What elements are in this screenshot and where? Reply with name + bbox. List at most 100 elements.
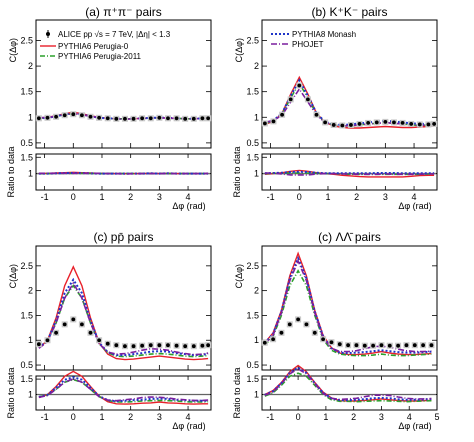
data-point bbox=[114, 343, 119, 348]
data-point bbox=[346, 343, 351, 348]
series-perugia0 bbox=[264, 75, 435, 129]
ratio-phojet bbox=[264, 172, 435, 176]
x-tick-label: 2 bbox=[128, 192, 133, 202]
data-point bbox=[166, 116, 170, 121]
x-tick-label: 2 bbox=[354, 192, 359, 202]
ratio-monash bbox=[264, 366, 432, 402]
ratio-frame bbox=[261, 153, 438, 191]
data-point bbox=[400, 121, 405, 125]
data-point bbox=[131, 116, 136, 121]
data-point bbox=[36, 342, 41, 347]
data-point bbox=[421, 343, 426, 348]
ratio-frame bbox=[35, 375, 212, 411]
x-axis-label: Δφ (rad) bbox=[398, 421, 431, 431]
data-point bbox=[183, 344, 188, 349]
legend-left: ALICE pp √s = 7 TeV, |Δη| < 1.3 PYTHIA6 P… bbox=[40, 30, 171, 61]
data-point bbox=[71, 112, 76, 117]
ratio-axis-label: Ratio to data bbox=[232, 367, 242, 418]
panel-title: (c) pp̄ pairs bbox=[93, 230, 153, 244]
y-tick-label: 1.5 bbox=[20, 87, 33, 97]
series-perugia0 bbox=[264, 251, 432, 356]
data-point bbox=[371, 343, 376, 348]
data-point bbox=[54, 330, 58, 335]
data-point bbox=[97, 115, 102, 120]
y-axis-label: C(Δφ) bbox=[234, 264, 244, 288]
legend-label-monash: PYTHIA8 Monash bbox=[292, 30, 356, 39]
data-point bbox=[206, 116, 211, 121]
y-tick-label: 1.5 bbox=[246, 310, 259, 320]
data-point bbox=[321, 337, 326, 342]
panel-title: (a) π⁺π⁻ pairs bbox=[85, 5, 162, 19]
data-point bbox=[340, 123, 345, 128]
y-tick-label: 1.5 bbox=[246, 87, 259, 97]
data-point bbox=[429, 343, 434, 348]
x-axis-label: Δφ (rad) bbox=[172, 201, 205, 211]
data-point bbox=[80, 113, 84, 118]
ratio-frame bbox=[261, 375, 438, 411]
x-tick-label: 4 bbox=[186, 412, 191, 422]
data-point bbox=[88, 114, 93, 119]
x-tick-label: 2 bbox=[128, 412, 133, 422]
data-point bbox=[287, 322, 292, 327]
y-tick-label: 2 bbox=[28, 286, 33, 296]
ratio-y-tick-label: 1 bbox=[254, 390, 259, 400]
y-axis-label: C(Δφ) bbox=[8, 264, 18, 288]
data-point bbox=[54, 114, 58, 119]
ratio-phojet bbox=[38, 377, 209, 402]
y-axis-label: C(Δφ) bbox=[234, 38, 244, 62]
main-frame bbox=[35, 19, 212, 149]
x-tick-label: 3 bbox=[157, 412, 162, 422]
ratio-y-tick-label: 1.5 bbox=[246, 152, 259, 162]
x-tick-label: 1 bbox=[323, 412, 328, 422]
data-point bbox=[123, 116, 127, 121]
data-point bbox=[349, 123, 353, 127]
data-point bbox=[374, 120, 379, 125]
data-point bbox=[105, 116, 110, 121]
ratio-monash bbox=[38, 376, 209, 403]
ratio-axis-label: Ratio to data bbox=[6, 146, 16, 197]
x-tick-label: 2 bbox=[351, 412, 356, 422]
data-point bbox=[354, 343, 359, 348]
y-tick-label: 1.5 bbox=[20, 310, 33, 320]
data-point bbox=[366, 121, 371, 125]
x-tick-label: -1 bbox=[41, 192, 49, 202]
data-point bbox=[88, 330, 93, 335]
ratio-perugia2011 bbox=[38, 378, 209, 403]
y-tick-label: 0.5 bbox=[246, 138, 259, 148]
data-point bbox=[314, 112, 319, 117]
series-perugia2011 bbox=[264, 269, 432, 357]
data-point bbox=[383, 119, 388, 124]
data-point bbox=[331, 123, 336, 127]
data-point bbox=[174, 116, 179, 121]
y-tick-label: 1 bbox=[254, 112, 259, 122]
ratio-axis-label: Ratio to data bbox=[232, 146, 242, 197]
data-point bbox=[404, 343, 409, 348]
data-point bbox=[183, 116, 188, 121]
data-point bbox=[140, 343, 145, 348]
data-point bbox=[323, 120, 328, 125]
ratio-y-tick-label: 1.5 bbox=[20, 152, 33, 162]
x-tick-label: -1 bbox=[41, 412, 49, 422]
ratio-monash bbox=[38, 172, 209, 175]
data-point bbox=[148, 116, 153, 121]
y-tick-label: 1 bbox=[28, 112, 33, 122]
data-point bbox=[409, 122, 414, 126]
data-point bbox=[45, 115, 50, 120]
ratio-phojet bbox=[264, 367, 432, 401]
data-point bbox=[123, 344, 127, 349]
x-tick-label: 0 bbox=[71, 192, 76, 202]
data-point bbox=[306, 97, 310, 102]
data-point bbox=[191, 116, 196, 121]
data-point bbox=[396, 343, 401, 348]
data-point bbox=[148, 343, 153, 348]
ratio-frame bbox=[35, 153, 212, 191]
panel-title: (c) ΛΛ̄ pairs bbox=[318, 230, 381, 244]
data-point bbox=[114, 116, 119, 121]
data-point bbox=[191, 344, 196, 349]
series-phojet bbox=[264, 258, 432, 353]
legend-label-phojet: PHOJET bbox=[292, 40, 324, 49]
x-tick-label: -1 bbox=[266, 412, 274, 422]
legend-data-label: ALICE pp √s = 7 TeV, |Δη| < 1.3 bbox=[58, 30, 171, 39]
ratio-axis-label: Ratio to data bbox=[6, 367, 16, 418]
data-point bbox=[80, 322, 84, 327]
